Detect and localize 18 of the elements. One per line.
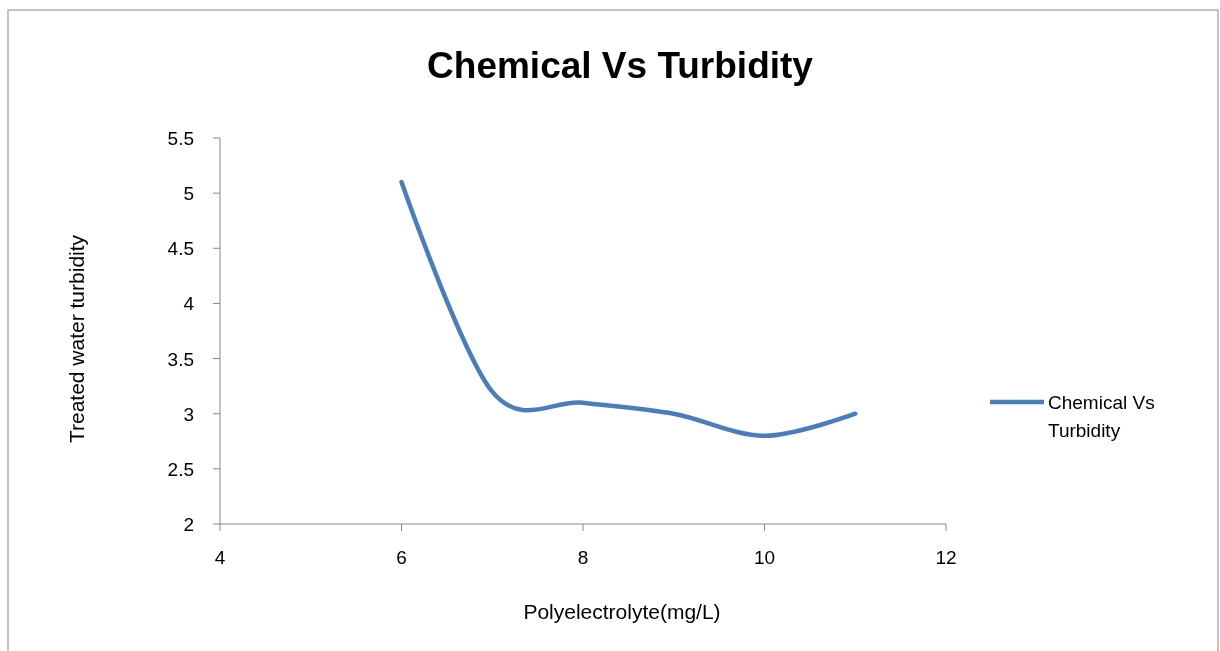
legend-label: Chemical Vs Turbidity bbox=[1048, 392, 1155, 441]
y-axis-title: Treated water turbidity bbox=[65, 234, 88, 444]
chart-title: Chemical Vs Turbidity bbox=[427, 45, 814, 86]
x-axis-title: Polyelectrolyte(mg/L) bbox=[523, 600, 721, 623]
x-tick-label: 4 bbox=[214, 547, 226, 568]
x-tick-label: 6 bbox=[396, 547, 407, 568]
y-tick-label: 2 bbox=[183, 514, 194, 535]
y-tick-label: 4 bbox=[183, 293, 195, 315]
x-tick-label: 8 bbox=[577, 547, 589, 568]
y-tick-label: 4.5 bbox=[167, 238, 194, 260]
y-tick-label: 3 bbox=[183, 403, 194, 425]
y-tick-label: 2.5 bbox=[167, 458, 194, 480]
y-tick-label: 3.5 bbox=[167, 348, 194, 370]
y-tick-label: 5 bbox=[183, 183, 194, 205]
y-tick-label: 5.5 bbox=[167, 128, 194, 149]
x-tick-label: 10 bbox=[753, 547, 776, 568]
line-series bbox=[399, 179, 858, 439]
x-tick-label: 12 bbox=[935, 547, 957, 568]
